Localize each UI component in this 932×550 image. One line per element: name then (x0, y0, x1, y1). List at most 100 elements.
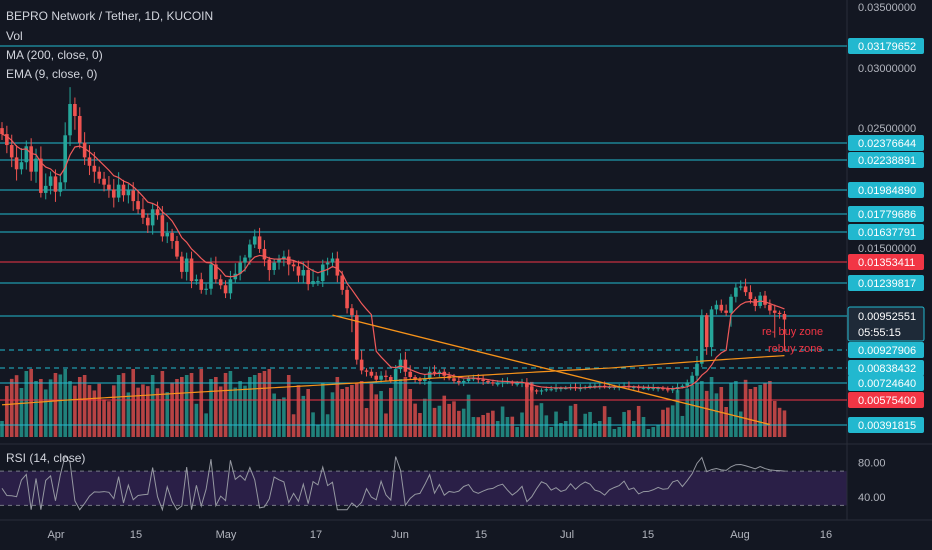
candle-body (748, 292, 753, 300)
volume-bar (199, 369, 204, 437)
candle-body (398, 359, 403, 370)
volume-bar (111, 385, 116, 437)
volume-bar (597, 421, 602, 437)
candle-body (709, 309, 714, 348)
volume-bar (641, 417, 646, 437)
candle-body (495, 383, 500, 385)
level-label-bg (848, 417, 924, 433)
vol-legend[interactable]: Vol (6, 29, 23, 43)
candle-body (53, 176, 58, 192)
candle-body (350, 308, 354, 316)
volume-bar (442, 395, 447, 437)
candle-body (544, 389, 549, 391)
candle-body (384, 375, 388, 378)
volume-bar (316, 425, 320, 437)
volume-bar (116, 375, 121, 437)
level-label: 0.01984890 (858, 185, 916, 197)
volume-bar (92, 390, 97, 437)
candle-body (5, 134, 9, 146)
candle-body (73, 104, 77, 116)
candle-body (549, 389, 553, 391)
rsi-legend[interactable]: RSI (14, close) (6, 451, 86, 465)
volume-bar (320, 383, 325, 437)
candles (0, 87, 787, 395)
volume-bar (670, 405, 675, 437)
candle-body (374, 375, 379, 380)
candle-body (316, 281, 320, 283)
volume-bar (262, 371, 267, 437)
candle-body (19, 162, 24, 170)
candle-body (238, 262, 242, 274)
level-label: 0.00391815 (858, 420, 916, 432)
time-tick-label: 15 (642, 529, 654, 541)
candle-body (559, 388, 563, 390)
ma-legend[interactable]: MA (200, close, 0) (6, 48, 103, 62)
candle-body (491, 382, 495, 384)
ema-legend[interactable]: EMA (9, close, 0) (6, 67, 98, 81)
candle-body (311, 281, 315, 285)
volume-bar (170, 382, 174, 437)
volume-bar (301, 395, 306, 437)
candle-body (107, 184, 111, 190)
candle-body (102, 178, 106, 185)
candle-body (354, 315, 359, 360)
candle-body (768, 304, 772, 311)
candle-body (777, 312, 782, 314)
candle-body (486, 380, 490, 383)
volume-bar (335, 377, 340, 437)
candle-body (379, 375, 383, 380)
candle-body (729, 296, 733, 313)
candle-body (189, 258, 194, 282)
candle-body (413, 377, 417, 380)
volume-bar (782, 410, 787, 437)
level-label-bg (848, 152, 924, 168)
candle-body (68, 104, 72, 136)
volume-bar (136, 387, 140, 437)
volume-bar (525, 383, 529, 437)
volume-bar (432, 407, 437, 437)
candle-body (199, 279, 204, 290)
volume-bar (389, 387, 393, 437)
volume-bar (218, 386, 223, 437)
volume-bar (248, 377, 252, 437)
volume-bar (544, 415, 549, 437)
volume-bar (184, 375, 189, 437)
volume-bar (763, 383, 767, 437)
candle-body (345, 289, 349, 309)
time-tick-label: 15 (130, 529, 142, 541)
volume-bar (277, 399, 281, 437)
candle-body (738, 286, 743, 288)
rsi-band (0, 471, 847, 506)
volume-bar (306, 389, 310, 437)
volume-bar (24, 371, 29, 437)
candle-body (335, 258, 340, 276)
volume-bar (175, 379, 179, 437)
chart-title: BEPRO Network / Tether, 1D, KUCOIN (6, 9, 214, 23)
volume-bar (374, 394, 379, 437)
volume-bar (768, 381, 772, 437)
candle-body (301, 270, 306, 276)
level-label-bg (848, 206, 924, 222)
time-tick-label: 17 (310, 529, 322, 541)
candle-body (466, 378, 471, 381)
candle-body (646, 388, 651, 390)
volume-bar (403, 377, 408, 437)
candle-body (223, 285, 228, 294)
volume-bar (286, 375, 291, 437)
time-tick-label: 15 (475, 529, 487, 541)
volume-bar (233, 387, 238, 437)
volume-bar (214, 377, 218, 437)
volume-bar (491, 410, 495, 437)
level-label: 0.00838432 (858, 363, 916, 375)
volume-bar (534, 405, 539, 437)
candle-body (29, 146, 33, 172)
candle-body (510, 382, 515, 384)
candle-body (58, 182, 63, 192)
volume-bar (282, 397, 286, 437)
candle-body (471, 378, 476, 380)
volume-bar (758, 385, 762, 437)
volume-bar (690, 385, 694, 437)
current-price-label: 0.00952551 (858, 311, 916, 323)
volume-bar (748, 389, 753, 437)
